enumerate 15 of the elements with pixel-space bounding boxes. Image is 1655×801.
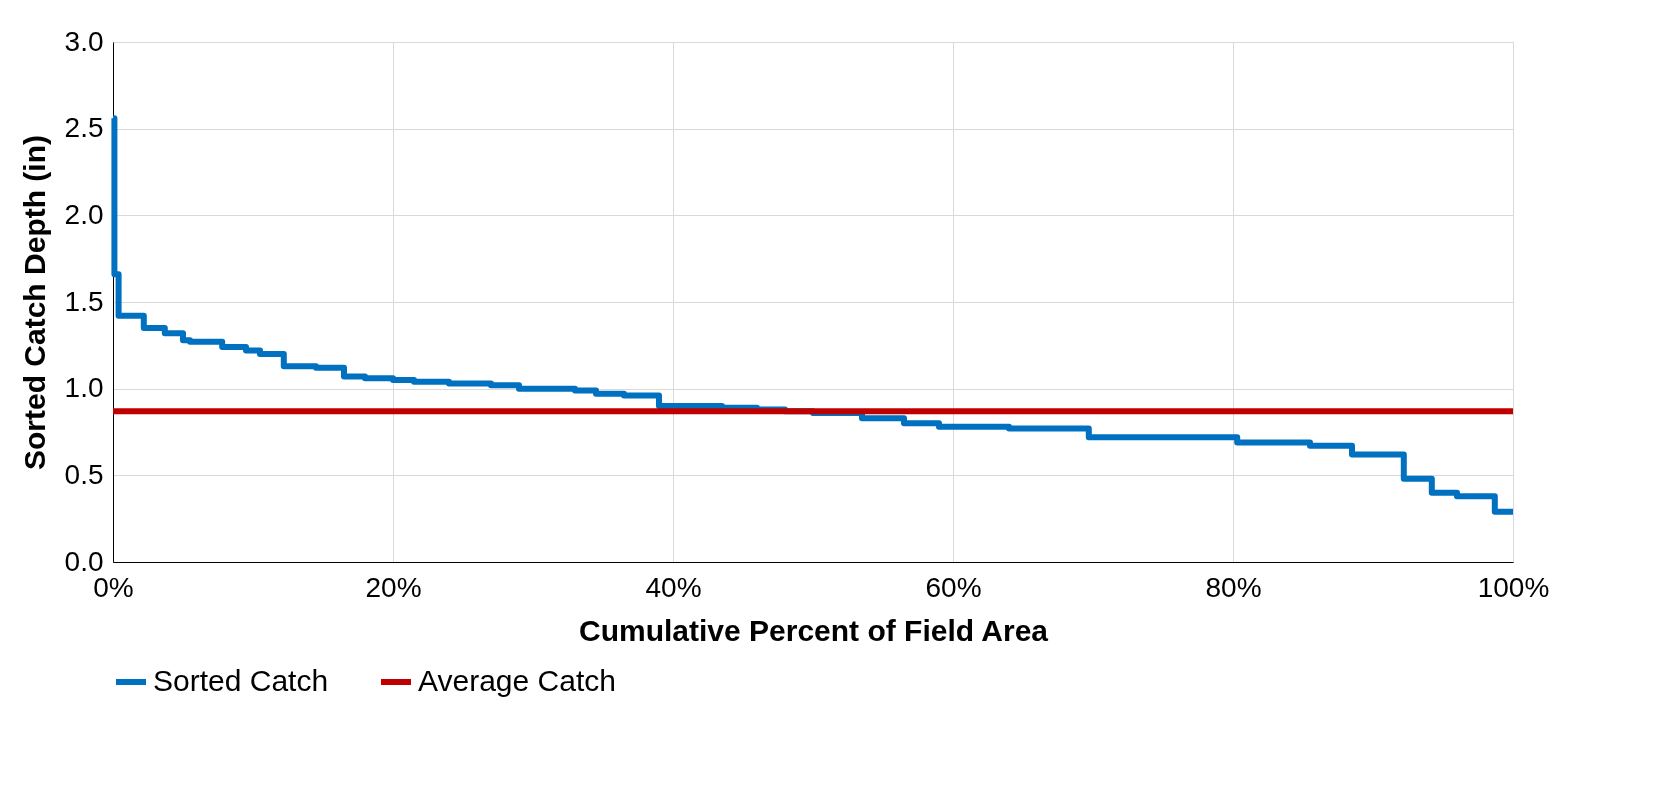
y-tick-label: 2.0 — [64, 198, 104, 230]
x-tick-label: 80% — [1205, 571, 1262, 603]
y-tick-label: 1.5 — [64, 285, 104, 317]
y-tick-label: 2.5 — [64, 112, 104, 144]
x-tick-label: 40% — [645, 571, 702, 603]
x-tick-label: 20% — [365, 571, 422, 603]
y-axis-title: Sorted Catch Depth (in) — [17, 135, 51, 470]
x-tick-label: 60% — [925, 571, 982, 603]
x-tick-label: 100% — [1477, 571, 1550, 603]
y-tick-label: 0.5 — [64, 458, 104, 490]
y-tick-label: 3.0 — [64, 25, 104, 57]
x-axis-title: Cumulative Percent of Field Area — [578, 613, 1049, 647]
legend-label: Sorted Catch — [153, 664, 329, 697]
legend-label: Average Catch — [418, 664, 616, 697]
y-tick-label: 1.0 — [64, 372, 104, 404]
